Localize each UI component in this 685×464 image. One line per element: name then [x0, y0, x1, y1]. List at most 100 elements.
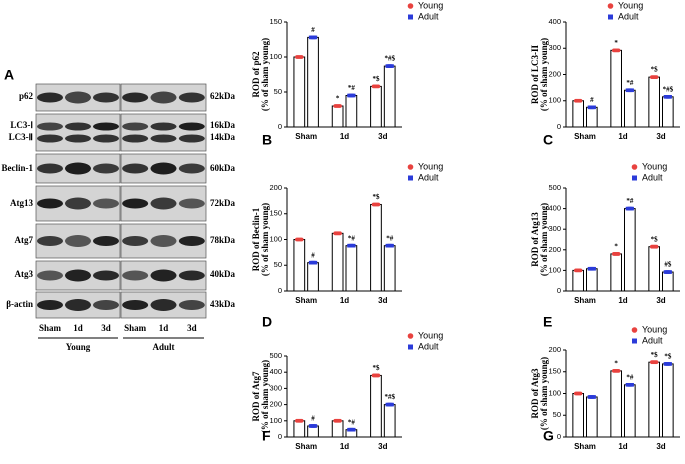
data-point — [313, 35, 318, 40]
y-tick-label: 100 — [548, 96, 561, 105]
x-tick-label: 3d — [656, 132, 665, 141]
significance-label: *$ — [651, 235, 659, 243]
data-point — [351, 243, 356, 248]
blot-row-label: Atg13 — [10, 198, 33, 208]
bar — [307, 262, 319, 292]
y-tick-label: 50 — [274, 260, 282, 269]
bar — [370, 203, 382, 292]
x-tick-label: 1d — [618, 132, 627, 141]
legend-label: Adult — [418, 11, 439, 21]
y-axis-sublabel: (% of sham young) — [539, 203, 549, 276]
significance-label: * — [336, 95, 340, 103]
bar — [331, 232, 344, 292]
legend-marker — [608, 14, 613, 20]
blot-band — [150, 122, 177, 131]
bar — [345, 245, 358, 292]
legend-label: Young — [642, 324, 667, 334]
y-tick-label: 500 — [548, 183, 561, 192]
blot-band — [93, 163, 119, 174]
bar — [586, 268, 598, 292]
blot-size-label: 43kDa — [210, 299, 236, 309]
panel-letter: E — [543, 314, 552, 330]
data-point — [313, 260, 318, 265]
blot-band — [65, 162, 91, 175]
y-tick-label: 300 — [548, 224, 561, 233]
bar — [370, 85, 382, 128]
legend-label: Young — [418, 161, 443, 171]
panel-letter: G — [543, 428, 554, 444]
data-point — [668, 362, 672, 366]
x-tick-label: 1d — [618, 296, 627, 305]
blot-row-label: Atg7 — [15, 235, 34, 245]
y-tick-label: 300 — [269, 383, 282, 392]
y-axis-label: ROD of Atg3 — [530, 368, 540, 418]
panel-letter: B — [262, 132, 272, 148]
data-point — [390, 243, 394, 248]
data-point — [668, 270, 672, 274]
significance-label: *#$ — [384, 393, 395, 401]
blot-band — [65, 235, 91, 247]
significance-label: * — [614, 243, 618, 251]
y-tick-label: 300 — [548, 43, 561, 52]
blot-strip — [120, 113, 207, 152]
bar — [345, 95, 358, 128]
blot-band — [150, 91, 177, 104]
blot-band — [65, 197, 91, 210]
blot-row-label: Atg3 — [15, 269, 34, 279]
significance-label: *#$ — [384, 55, 395, 63]
blot-band — [178, 270, 205, 281]
x-tick-label: 3d — [656, 442, 665, 451]
data-point — [376, 373, 381, 378]
blot-band — [37, 236, 63, 246]
legend-label: Adult — [418, 172, 439, 182]
data-point — [616, 368, 621, 373]
x-tick-label: 1d — [618, 442, 627, 451]
panel-letter: C — [543, 132, 553, 148]
blot-band — [150, 162, 177, 175]
blot-band — [178, 134, 205, 143]
blot-band — [122, 134, 149, 143]
data-point — [592, 105, 596, 110]
blot-band — [65, 269, 91, 282]
blot-band — [37, 163, 63, 174]
y-axis-label: ROD of Atg13 — [530, 212, 540, 267]
blot-size-label: 78kDa — [210, 235, 236, 245]
y-axis-label: ROD of Beclin-1 — [251, 207, 261, 271]
blot-band — [65, 299, 91, 311]
significance-label: *# — [348, 418, 356, 426]
bar — [586, 106, 598, 128]
bar — [624, 89, 636, 128]
blot-band — [122, 236, 149, 246]
data-point — [578, 98, 583, 103]
data-point — [351, 93, 356, 98]
bar — [624, 384, 636, 438]
blot-band — [37, 300, 63, 310]
x-tick-label: Sham — [295, 296, 317, 305]
blot-band — [178, 198, 205, 209]
data-point — [630, 88, 634, 93]
y-tick-label: 0 — [278, 432, 282, 441]
significance-label: *#$ — [663, 85, 674, 93]
y-tick-label: 400 — [548, 17, 561, 26]
blot-band — [122, 122, 149, 131]
blot-band — [150, 235, 177, 247]
data-point — [390, 64, 394, 68]
blot-band — [37, 134, 63, 143]
significance-label: *# — [348, 84, 356, 92]
blot-band — [178, 122, 205, 131]
blot-size-label: 62kDa — [210, 91, 236, 101]
y-tick-label: 0 — [557, 432, 561, 441]
blot-band — [150, 269, 177, 282]
legend-marker — [408, 344, 413, 350]
bar — [307, 36, 319, 128]
group-label: Adult — [152, 342, 174, 352]
bar — [383, 404, 396, 438]
data-point — [578, 268, 583, 273]
blot-band — [65, 134, 91, 143]
significance-label: *# — [626, 197, 634, 205]
significance-label: * — [614, 39, 618, 47]
significance-label: # — [311, 26, 315, 34]
bar — [586, 396, 598, 438]
blot-band — [37, 270, 63, 281]
blot-row-label: LC3-Ⅰ — [10, 120, 33, 130]
